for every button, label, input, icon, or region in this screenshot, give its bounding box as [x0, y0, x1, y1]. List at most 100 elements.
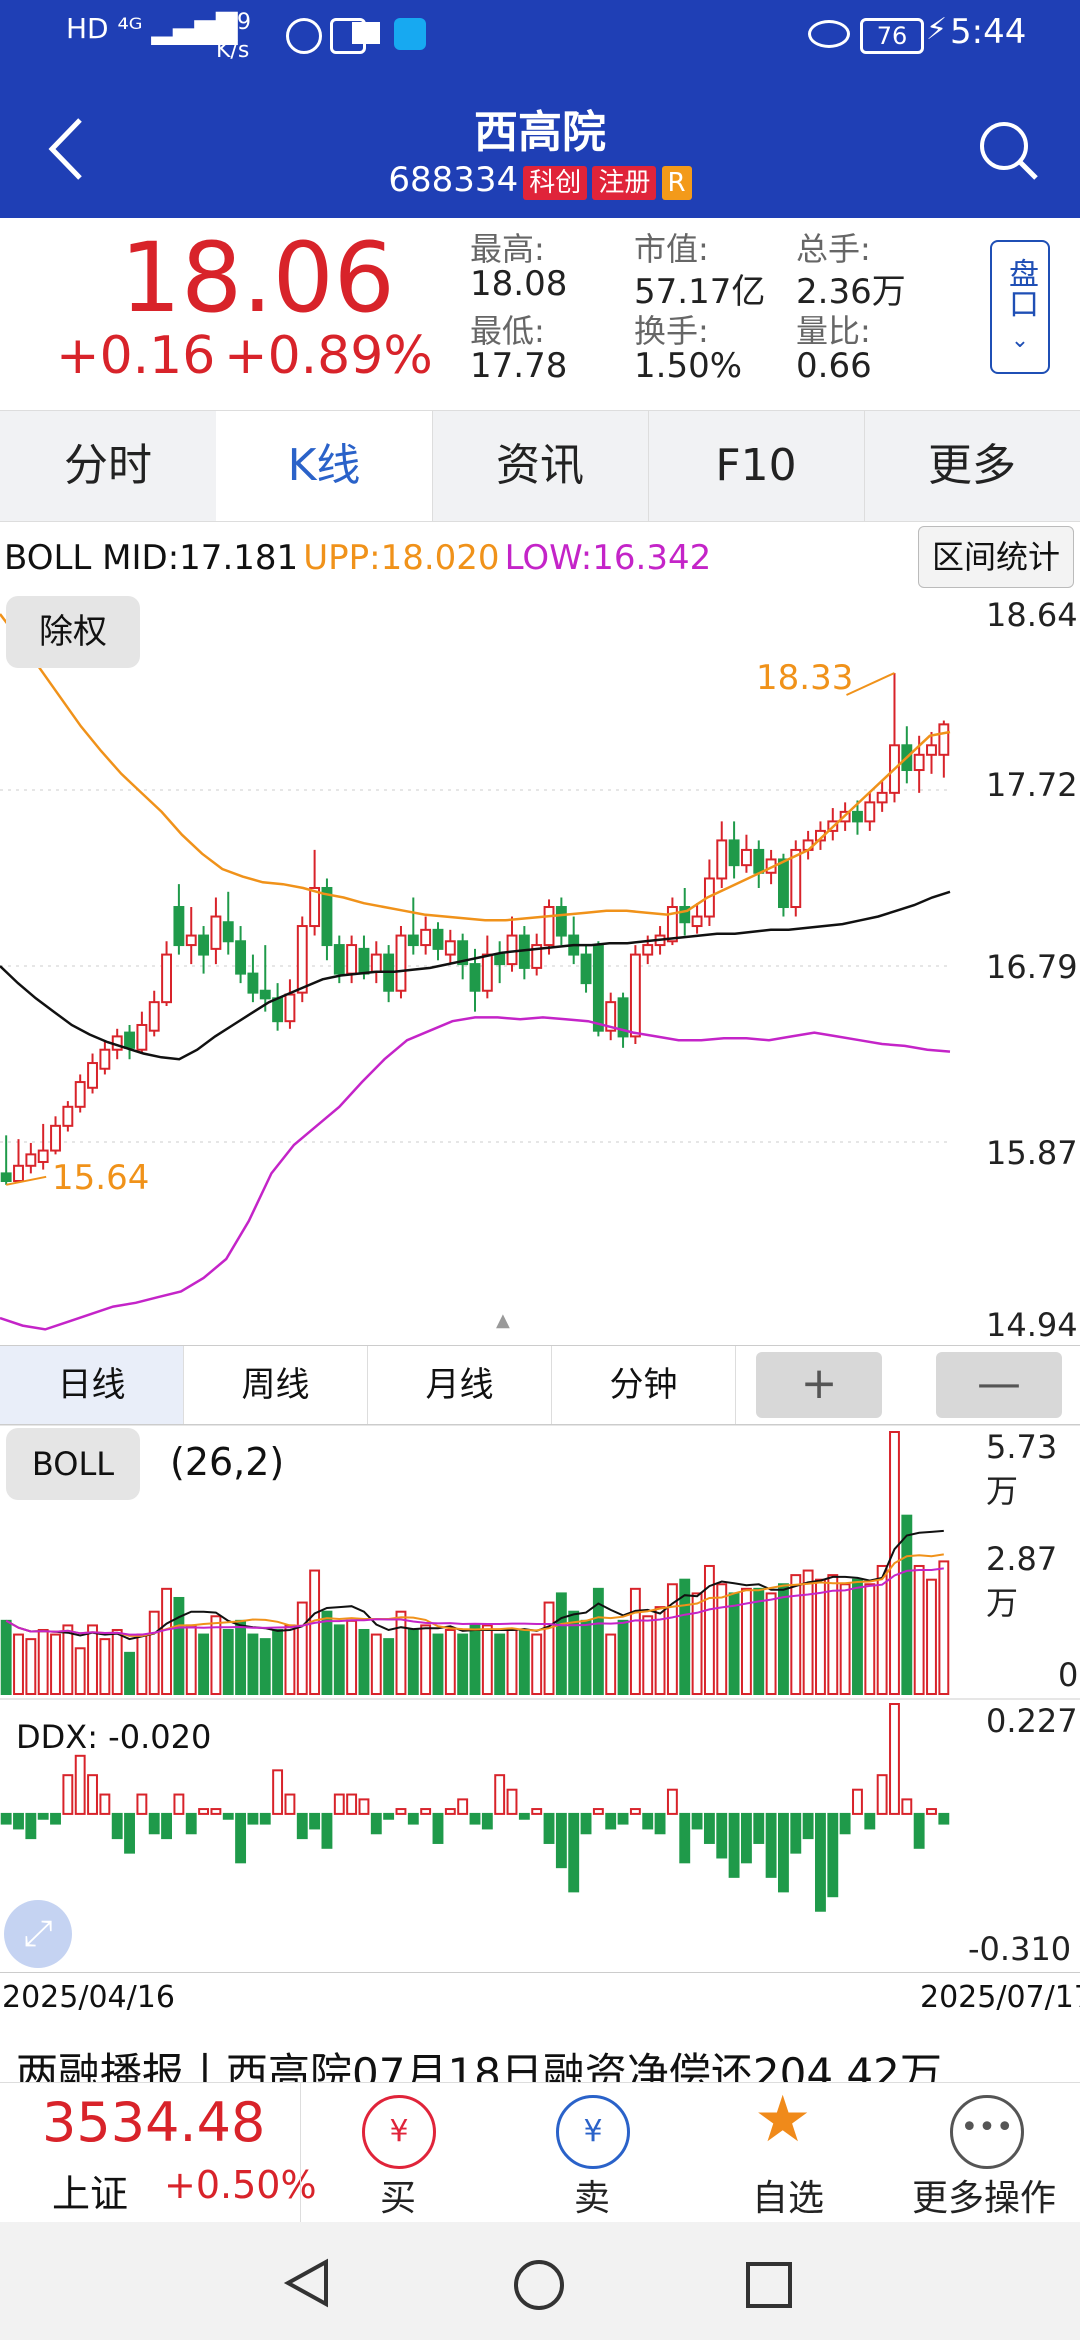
zoom-in-button[interactable]: +: [756, 1352, 882, 1418]
charging-icon: ⚡: [926, 12, 948, 47]
volume-bar: [111, 1628, 123, 1695]
ddx-bar: [420, 1808, 432, 1815]
candle: [605, 1001, 617, 1032]
volume-bar: [494, 1633, 506, 1696]
tag-r: R: [661, 166, 692, 200]
index-value[interactable]: 3534.48: [42, 2091, 266, 2154]
buy-button[interactable]: 买: [379, 2178, 416, 2219]
stock-code-row: 688334 科创 注册 R: [0, 160, 1080, 200]
scroll-handle-icon[interactable]: ▲: [496, 1310, 510, 1331]
divider: [300, 2083, 301, 2223]
candle: [457, 940, 469, 966]
nav-home-icon[interactable]: [512, 2258, 566, 2312]
period-weekly[interactable]: 周线: [184, 1346, 368, 1424]
candle: [50, 1124, 61, 1152]
volume-bar: [642, 1615, 654, 1696]
volume-bar: [62, 1624, 74, 1696]
nav-back-icon[interactable]: [282, 2258, 332, 2308]
indicator-params: (26,2): [170, 1440, 285, 1484]
volume-bar: [802, 1569, 814, 1696]
candle: [494, 953, 506, 966]
ddx-bar: [284, 1793, 296, 1815]
ddx-bar: [111, 1812, 123, 1840]
interval-stats-button[interactable]: 区间统计: [918, 526, 1074, 588]
sell-icon[interactable]: ¥: [556, 2095, 630, 2169]
ddx-bar: [753, 1812, 765, 1844]
ddx-bar: [74, 1754, 86, 1815]
watchlist-button[interactable]: 自选: [751, 2178, 824, 2219]
date-start: 2025/04/16: [2, 1980, 175, 2015]
star-icon[interactable]: ★: [754, 2083, 812, 2157]
ddx-bar: [272, 1769, 284, 1815]
tab-intraday[interactable]: 分时: [0, 411, 217, 521]
back-icon[interactable]: [46, 116, 86, 182]
app-header: HD ⁴ᴳ ▂▄▆█ 2.9 K/s 76 ⚡ 5:44 西高院 688334 …: [0, 0, 1080, 218]
volume-bar: [518, 1628, 530, 1695]
candle: [284, 993, 296, 1023]
ddx-bar: [407, 1812, 419, 1825]
buy-icon[interactable]: ¥: [362, 2095, 436, 2169]
stat-value: 57.17亿: [634, 272, 766, 312]
volume-bar: [815, 1578, 826, 1696]
candle: [691, 915, 703, 928]
system-nav-bar: [0, 2222, 1080, 2340]
volume-bar: [469, 1624, 481, 1696]
volume-bar: [346, 1619, 358, 1695]
candle: [62, 1105, 74, 1127]
candle: [778, 858, 789, 909]
period-monthly[interactable]: 月线: [368, 1346, 552, 1424]
status-icons: HD ⁴ᴳ ▂▄▆█: [66, 12, 238, 45]
ddx-bar: [617, 1812, 629, 1825]
volume-bar: [284, 1624, 296, 1696]
pankou-label: 盘口: [1003, 258, 1038, 318]
volume-bar: [259, 1638, 271, 1695]
expand-icon[interactable]: ⤢: [4, 1900, 72, 1968]
volume-bar: [161, 1587, 172, 1696]
ddx-label: DDX: -0.020: [16, 1718, 212, 1756]
volume-bar: [568, 1610, 580, 1695]
candle: [444, 940, 456, 956]
ddx-bar: [87, 1774, 98, 1815]
candle: [481, 953, 493, 992]
candle: [407, 934, 419, 947]
kline-chart[interactable]: [0, 590, 1080, 1342]
indicator-select-button[interactable]: BOLL: [6, 1428, 140, 1500]
more-icon[interactable]: •••: [950, 2095, 1024, 2169]
ddx-bar: [469, 1812, 481, 1825]
more-ops-button[interactable]: 更多操作: [911, 2178, 1056, 2219]
stat-value: 1.50%: [634, 346, 743, 386]
volume-bar: [272, 1628, 284, 1695]
tab-more[interactable]: 更多: [928, 440, 1016, 491]
tab-f10[interactable]: F10: [648, 411, 865, 521]
pankou-button[interactable]: 盘口 ⌄: [990, 240, 1050, 374]
volume-chart[interactable]: [0, 1424, 1080, 1696]
sell-button[interactable]: 卖: [573, 2178, 610, 2219]
y-tick: -0.310: [968, 1930, 1072, 1968]
notification-icon: [286, 18, 322, 54]
ddx-bar: [25, 1812, 37, 1840]
candle: [25, 1153, 37, 1167]
zoom-out-button[interactable]: —: [936, 1352, 1062, 1418]
period-daily[interactable]: 日线: [0, 1346, 184, 1424]
volume-bar: [25, 1638, 37, 1695]
search-icon[interactable]: [976, 118, 1042, 184]
volume-bar: [901, 1514, 913, 1695]
ex-rights-button[interactable]: 除权: [6, 596, 140, 668]
news-headline[interactable]: 两融播报丨西高院07月18日融资净偿还204.42万: [16, 2049, 942, 2082]
ddx-chart[interactable]: [0, 1698, 1080, 1970]
tab-kline[interactable]: K线: [216, 411, 433, 521]
ddx-bar: [259, 1812, 271, 1825]
candle: [136, 1023, 148, 1051]
ddx-bar: [506, 1788, 518, 1815]
candle: [913, 753, 925, 772]
period-minute[interactable]: 分钟: [552, 1346, 736, 1424]
tab-news[interactable]: 资讯: [432, 411, 649, 521]
candle: [99, 1048, 111, 1070]
nav-recents-icon[interactable]: [744, 2260, 794, 2310]
candle: [259, 989, 271, 1000]
ddx-bar: [62, 1774, 74, 1815]
y-tick: 17.72: [986, 766, 1078, 804]
candle: [666, 906, 678, 943]
y-tick: 0.227: [986, 1702, 1078, 1740]
ddx-bar: [173, 1793, 185, 1815]
